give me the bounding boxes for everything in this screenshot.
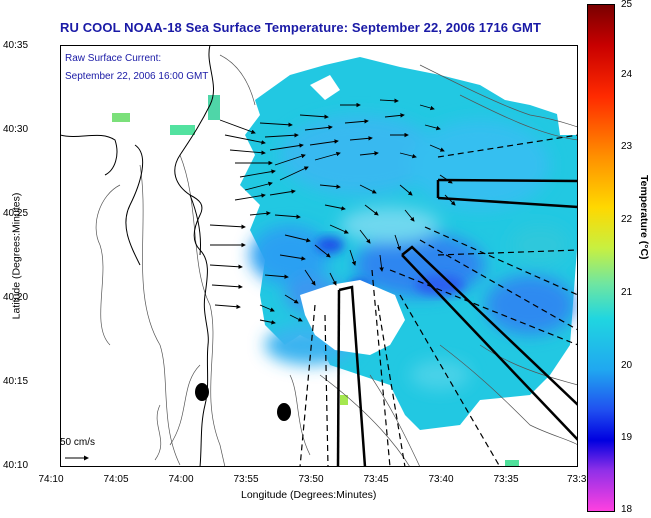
x-tick-label: 73:40 (428, 474, 454, 485)
coastline (59, 44, 214, 468)
colorbar-tick-label: 20 (621, 360, 633, 371)
scale-label: 50 cm/s (60, 437, 96, 448)
map-title: RU COOL NOAA-18 Sea Surface Temperature:… (60, 20, 541, 35)
y-tick-label: 40:25 (3, 208, 29, 219)
colorbar (587, 4, 615, 512)
colorbar-tick-label: 24 (621, 69, 633, 80)
colorbar-tick-label: 19 (621, 432, 633, 443)
x-tick-label: 74:10 (38, 474, 64, 485)
x-tick-label: 74:00 (168, 474, 194, 485)
x-tick-label: 73:3 (567, 474, 587, 485)
x-tick-label: 73:55 (233, 474, 259, 485)
colorbar-tick-label: 25 (621, 0, 633, 10)
x-tick-label: 73:50 (298, 474, 324, 485)
radar-beam-lines (299, 134, 579, 468)
map-plot-area (59, 44, 579, 468)
colorbar-label: Temperature (°C) (638, 175, 650, 260)
sst-map (59, 44, 579, 468)
x-axis-label: Longitude (Degrees:Minutes) (241, 489, 377, 501)
sst-field (112, 57, 578, 467)
colorbar-tick-label: 18 (621, 504, 633, 515)
y-tick-label: 40:15 (3, 376, 29, 387)
colorbar-tick-label: 23 (621, 141, 633, 152)
y-tick-label: 40:30 (3, 124, 29, 135)
x-tick-label: 73:45 (363, 474, 389, 485)
colorbar-tick-label: 21 (621, 287, 633, 298)
colorbar-gradient (588, 5, 614, 511)
current-annotation-line2: September 22, 2006 16:00 GMT (65, 71, 209, 82)
y-axis-label: Latitude (Degrees:Minutes) (10, 192, 23, 320)
glider-track-outlines (336, 178, 579, 468)
y-tick-label: 40:10 (3, 460, 29, 471)
x-tick-label: 74:05 (103, 474, 129, 485)
plot-frame (60, 45, 578, 467)
current-annotation-line1: Raw Surface Current: (65, 53, 162, 64)
y-tick-label: 40:20 (3, 292, 29, 303)
x-tick-label: 73:35 (493, 474, 519, 485)
y-tick-label: 40:35 (3, 40, 29, 51)
current-vectors (209, 98, 456, 325)
colorbar-tick-label: 22 (621, 214, 633, 225)
mooring-markers (195, 383, 291, 421)
